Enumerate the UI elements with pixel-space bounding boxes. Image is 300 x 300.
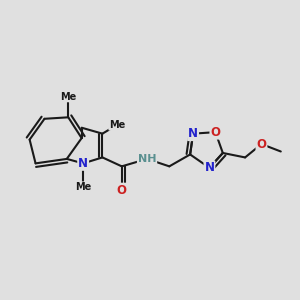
Text: Me: Me [109, 120, 125, 130]
Text: O: O [117, 184, 127, 196]
Text: N: N [204, 161, 214, 174]
Text: N: N [78, 157, 88, 170]
Text: NH: NH [138, 154, 156, 164]
Text: O: O [256, 138, 266, 151]
Text: Me: Me [60, 92, 76, 101]
Text: O: O [210, 126, 220, 139]
Text: Me: Me [75, 182, 91, 192]
Text: N: N [188, 127, 198, 140]
